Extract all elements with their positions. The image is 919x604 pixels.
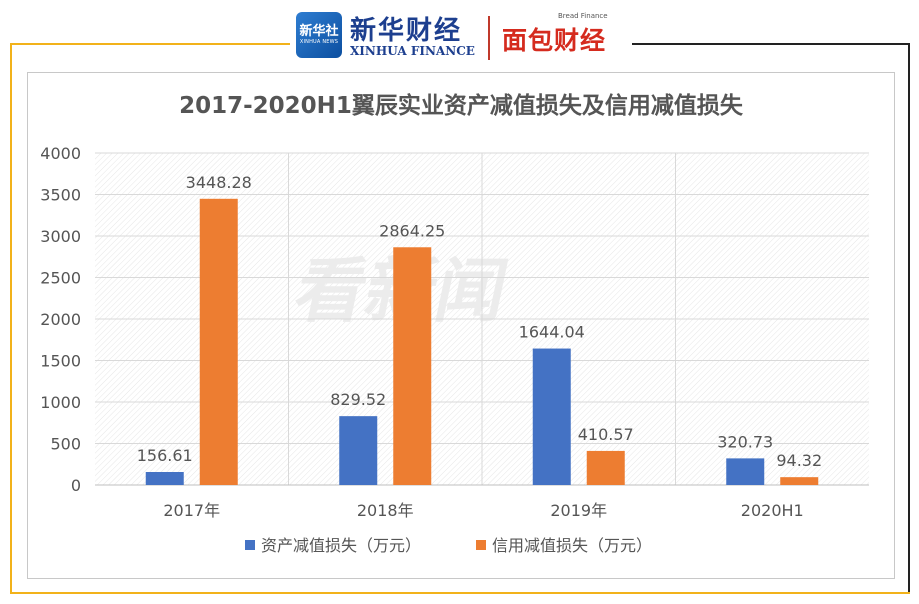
y-tick-label: 3500 <box>40 186 81 205</box>
y-tick-label: 4000 <box>40 144 81 163</box>
legend-label: 资产减值损失（万元） <box>261 536 421 555</box>
bar <box>532 348 571 485</box>
bar <box>586 450 625 485</box>
bar <box>780 477 819 485</box>
x-tick-label: 2020H1 <box>741 501 804 520</box>
x-tick-label: 2019年 <box>550 501 607 520</box>
y-tick-label: 500 <box>50 435 81 454</box>
xinhua-finance-cn: 新华财经 <box>350 16 463 46</box>
bar <box>726 458 765 485</box>
legend-label: 信用减值损失（万元） <box>492 536 652 555</box>
legend-swatch <box>476 540 486 550</box>
header-logos: 新华社 XINHUA NEWS 新华财经 XINHUA FINANCE Brea… <box>296 8 626 68</box>
bread-finance-en: Bread Finance <box>558 12 608 20</box>
bar <box>393 247 432 485</box>
data-labels: 156.61 3448.28 829.52 2864.25 1644.04 410.57 3… <box>137 173 822 470</box>
y-axis-ticks: 0 500 1000 1500 2000 2500 3000 3500 4000 <box>40 144 81 495</box>
xinhua-logo-en: XINHUA NEWS <box>299 39 339 45</box>
frame-right-line <box>908 43 910 593</box>
bar <box>199 198 238 485</box>
y-tick-label: 2500 <box>40 269 81 288</box>
bread-finance-cn: 面包财经 <box>502 26 607 55</box>
data-label: 94.32 <box>776 451 822 470</box>
frame-top-left-line <box>10 43 290 45</box>
y-tick-label: 0 <box>71 476 81 495</box>
frame-top-right-line <box>632 43 910 45</box>
frame-bottom-line <box>10 592 910 594</box>
bar-chart-svg: 2017-2020H1翼辰实业资产减值损失及信用减值损失 看新闻 0500100… <box>40 92 869 555</box>
legend: 资产减值损失（万元） 信用减值损失（万元） <box>245 536 652 555</box>
xinhua-finance-en: XINHUA FINANCE <box>350 44 475 58</box>
xinhua-news-logo: 新华社 XINHUA NEWS <box>296 12 342 58</box>
y-tick-label: 1000 <box>40 393 81 412</box>
y-tick-label: 2000 <box>40 310 81 329</box>
xinhua-logo-cn: 新华社 <box>299 24 339 39</box>
chart-container: 2017-2020H1翼辰实业资产减值损失及信用减值损失 看新闻 0500100… <box>27 72 895 579</box>
bar <box>339 416 378 485</box>
x-axis-ticks: 2017年 2018年 2019年 2020H1 <box>163 501 803 520</box>
data-label: 2864.25 <box>379 221 445 240</box>
data-label: 1644.04 <box>519 323 585 342</box>
bar <box>145 472 184 485</box>
legend-swatch <box>245 540 255 550</box>
chart-title: 2017-2020H1翼辰实业资产减值损失及信用减值损失 <box>179 92 744 119</box>
x-tick-label: 2018年 <box>357 501 414 520</box>
data-label: 410.57 <box>578 425 634 444</box>
data-label: 156.61 <box>137 446 193 465</box>
data-label: 3448.28 <box>186 173 252 192</box>
data-label: 829.52 <box>330 390 386 409</box>
y-tick-label: 3000 <box>40 227 81 246</box>
frame-left-line <box>10 43 12 593</box>
y-tick-label: 1500 <box>40 352 81 371</box>
bars <box>145 198 819 485</box>
x-tick-label: 2017年 <box>163 501 220 520</box>
logo-separator <box>488 16 490 60</box>
data-label: 320.73 <box>717 432 773 451</box>
